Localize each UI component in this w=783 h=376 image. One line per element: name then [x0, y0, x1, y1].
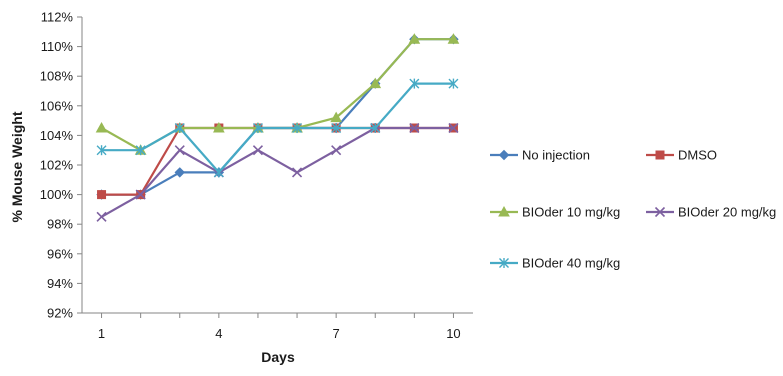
x-tick-label: 10: [446, 326, 460, 341]
data-point: [174, 145, 185, 156]
data-point: [135, 145, 146, 156]
data-point: [370, 123, 381, 133]
y-tick-label: 104%: [40, 128, 74, 143]
y-axis-title: % Mouse Weight: [9, 111, 25, 222]
legend-label: No injection: [522, 148, 590, 163]
data-point: [291, 167, 303, 178]
legend-label: BIOder 20 mg/kg: [678, 205, 776, 220]
data-point: [96, 211, 107, 222]
data-point: [409, 122, 420, 134]
series-line: [101, 82, 454, 174]
y-tick-label: 100%: [40, 187, 74, 202]
data-point: [252, 145, 264, 156]
legend-label: BIOder 40 mg/kg: [522, 256, 620, 271]
legend-marker: [498, 205, 510, 217]
data-point: [96, 145, 107, 156]
x-tick-label: 1: [98, 326, 105, 341]
y-tick-label: 112%: [41, 10, 74, 25]
y-tick-label: 96%: [47, 246, 73, 261]
legend-item-no-injection: No injection: [490, 148, 590, 163]
legend-label: BIOder 10 mg/kg: [522, 205, 620, 220]
series-no-injection: [96, 33, 459, 200]
data-point: [135, 189, 146, 200]
legend-marker: [499, 258, 509, 268]
series-line: [101, 38, 454, 152]
data-point: [252, 123, 263, 133]
data-point: [447, 33, 460, 44]
legend-label: DMSO: [678, 148, 717, 163]
legend-marker: [655, 150, 665, 160]
legend-item-dmso: DMSO: [646, 148, 717, 163]
legend-item-bioder-40-mg-kg: BIOder 40 mg/kg: [490, 256, 620, 271]
y-tick-label: 106%: [40, 98, 74, 113]
series-line: [101, 126, 454, 218]
y-tick-label: 94%: [47, 276, 73, 291]
legend-marker: [498, 149, 510, 161]
series-bioder-40-mg-kg: [96, 78, 459, 178]
data-point: [409, 78, 420, 89]
data-point: [331, 123, 342, 133]
y-tick-label: 92%: [47, 306, 73, 321]
y-tick-label: 102%: [40, 158, 74, 173]
data-point: [174, 167, 185, 178]
data-point: [408, 33, 421, 44]
data-point: [292, 123, 303, 133]
y-tick-label: 108%: [40, 69, 74, 84]
legend-item-bioder-20-mg-kg: BIOder 20 mg/kg: [646, 205, 776, 220]
data-point: [331, 145, 342, 156]
data-point: [97, 190, 107, 200]
x-tick-label: 7: [333, 326, 340, 341]
y-tick-label: 98%: [47, 217, 73, 232]
data-point: [369, 77, 382, 89]
legend: No injection DMSO BIOder 10 mg/kg BIOder 20…: [490, 148, 776, 271]
legend-item-bioder-10-mg-kg: BIOder 10 mg/kg: [490, 205, 620, 220]
data-point: [448, 122, 459, 134]
data-point: [174, 123, 185, 133]
data-point: [213, 121, 225, 133]
series-lines: [95, 33, 460, 222]
data-point: [213, 167, 224, 178]
data-point: [95, 121, 108, 133]
data-point: [448, 78, 459, 89]
axes: 92% 94% 96% 98% 100% 102% 104% 106% 108% 110% 112%…: [40, 10, 473, 341]
data-point: [330, 111, 342, 123]
legend-marker: [654, 206, 666, 218]
x-axis-title: Days: [261, 349, 295, 365]
series-bioder-20-mg-kg: [96, 122, 459, 222]
y-tick-label: 110%: [41, 39, 74, 54]
x-tick-label: 4: [215, 326, 222, 341]
